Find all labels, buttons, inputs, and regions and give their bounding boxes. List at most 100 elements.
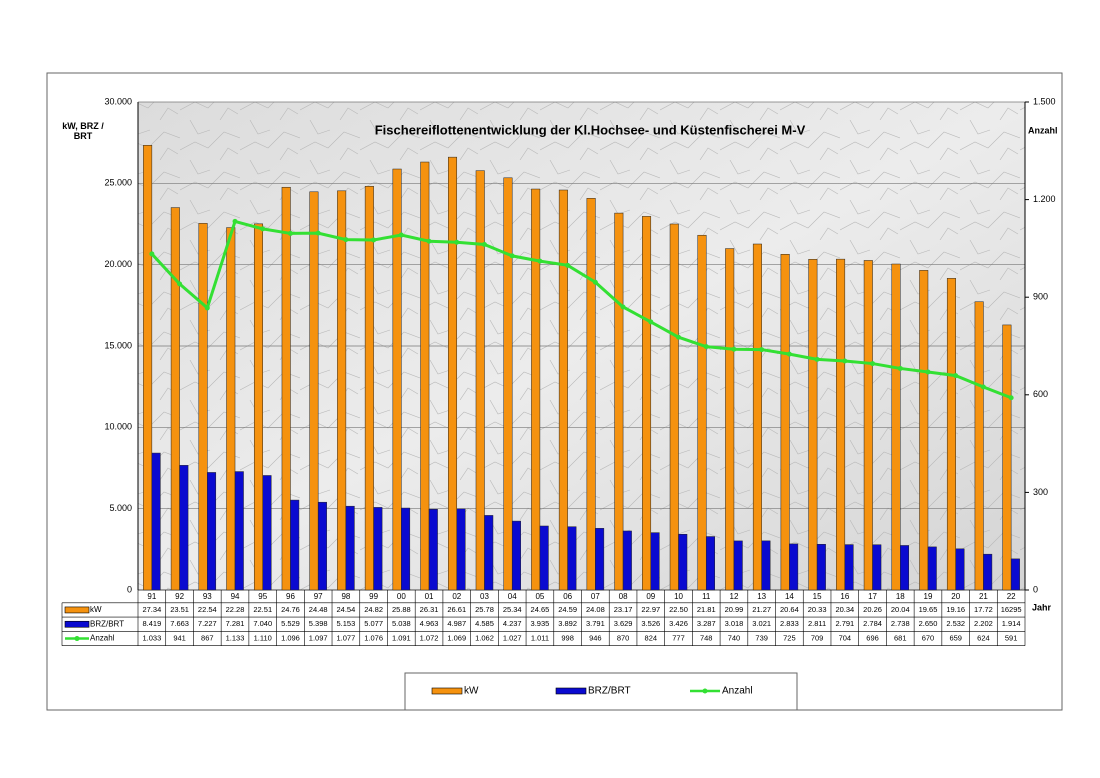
bar: [179, 465, 189, 591]
data-label: 1.097: [309, 634, 328, 643]
bar: [946, 278, 956, 591]
bar: [669, 223, 679, 591]
bar: [207, 472, 217, 591]
line-marker: [842, 358, 848, 364]
data-label: 3.426: [669, 619, 688, 628]
legend-swatch: [555, 687, 587, 695]
line-marker: [315, 230, 321, 236]
bar: [309, 191, 319, 591]
data-label: 867: [201, 634, 214, 643]
bar: [900, 545, 910, 591]
data-label: 5.077: [364, 619, 383, 628]
x-tick-label: 97: [314, 592, 323, 601]
data-label: 5.529: [281, 619, 300, 628]
data-label: 26.31: [420, 605, 439, 614]
bar: [891, 263, 901, 591]
data-label: 23.17: [614, 605, 633, 614]
data-label: 739: [755, 634, 768, 643]
legend-swatch: [431, 687, 463, 695]
y-tick-label: 25.000: [104, 178, 132, 188]
bar: [752, 243, 762, 591]
data-label: 824: [645, 634, 658, 643]
bar: [448, 156, 458, 591]
bar: [567, 526, 577, 591]
legend-label: Anzahl: [722, 686, 753, 697]
bar: [595, 528, 605, 591]
bar: [955, 548, 965, 591]
bar: [761, 540, 771, 591]
data-label: 1.033: [142, 634, 161, 643]
line-marker: [870, 361, 876, 367]
data-label: 2.202: [974, 619, 993, 628]
bar: [503, 177, 513, 591]
data-label: 2.811: [808, 619, 826, 628]
x-tick-label: 20: [951, 592, 960, 601]
bar: [262, 475, 272, 591]
data-label: 25.78: [475, 605, 494, 614]
data-label: 16295: [1001, 605, 1022, 614]
bar: [780, 254, 790, 591]
data-label: 3.287: [697, 619, 716, 628]
data-label: 4.585: [475, 619, 494, 628]
x-tick-label: 99: [369, 592, 378, 601]
data-label: 725: [783, 634, 796, 643]
data-label: 709: [811, 634, 824, 643]
y2-tick-label: 1.500: [1033, 96, 1056, 106]
bar: [650, 532, 660, 591]
data-label: 24.59: [558, 605, 577, 614]
line-marker: [371, 237, 377, 243]
data-label: 696: [866, 634, 879, 643]
line-marker: [426, 238, 432, 244]
bar: [1010, 558, 1020, 591]
line-marker: [703, 344, 709, 350]
data-label: 1.076: [364, 634, 383, 643]
x-tick-label: 08: [619, 592, 628, 601]
x-tick-label: 96: [286, 592, 295, 601]
line-marker: [177, 281, 183, 287]
line-marker: [786, 351, 792, 357]
data-label: 20.64: [780, 605, 799, 614]
line-marker: [343, 237, 349, 243]
data-label: 2.784: [863, 619, 882, 628]
x-tick-label: 15: [813, 592, 822, 601]
data-label: 941: [173, 634, 186, 643]
x-tick-label: 11: [702, 592, 711, 601]
data-label: 748: [700, 634, 713, 643]
bar: [475, 170, 485, 591]
data-label: 22.97: [641, 605, 660, 614]
y-tick-label: 5.000: [109, 503, 132, 513]
line-marker: [897, 365, 903, 371]
data-label: 1.914: [1002, 619, 1021, 628]
x-tick-label: 18: [896, 592, 905, 601]
data-label: 26.61: [447, 605, 466, 614]
bar: [531, 188, 541, 591]
data-label: 8.419: [142, 619, 161, 628]
data-label: 1.072: [420, 634, 439, 643]
data-label: 2.532: [946, 619, 965, 628]
line-marker: [260, 226, 266, 232]
data-label: 3.791: [586, 619, 605, 628]
bar: [558, 189, 568, 591]
data-label: 3.018: [725, 619, 744, 628]
bar: [697, 234, 707, 591]
x-tick-label: 17: [868, 592, 877, 601]
x-tick-label: 03: [480, 592, 489, 601]
data-label: 19.16: [946, 605, 965, 614]
bar: [317, 501, 327, 591]
data-label: 25.34: [503, 605, 522, 614]
x-tick-label: 06: [563, 592, 572, 601]
line-marker: [481, 241, 487, 247]
bar: [642, 216, 652, 591]
bar: [622, 530, 632, 591]
bar: [373, 507, 383, 591]
table-row-label: Anzahl: [90, 634, 115, 643]
data-label: 4.237: [503, 619, 522, 628]
data-label: 1.011: [531, 634, 549, 643]
data-label: 659: [949, 634, 962, 643]
data-label: 4.987: [447, 619, 466, 628]
data-label: 5.038: [392, 619, 411, 628]
x-tick-label: 01: [425, 592, 434, 601]
legend-label: kW: [464, 686, 479, 697]
x-tick-label: 14: [785, 592, 794, 601]
data-label: 624: [977, 634, 990, 643]
